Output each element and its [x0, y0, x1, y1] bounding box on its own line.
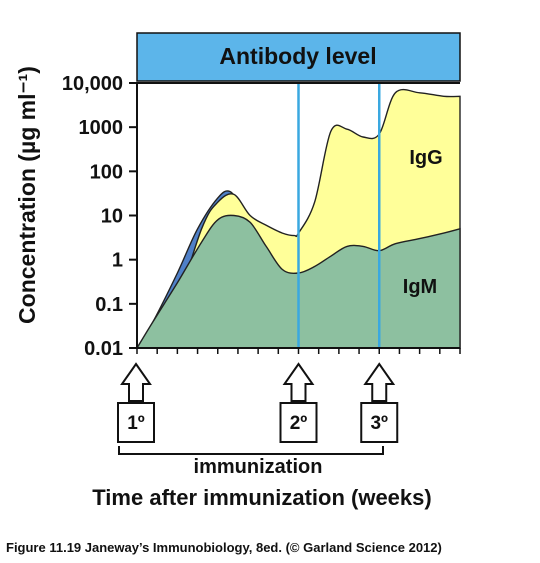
title-banner	[136, 32, 461, 82]
immunization-arrow-3	[363, 362, 396, 402]
y-axis-label: Concentration (µg ml⁻¹)	[14, 66, 40, 324]
immunization-box-label-2: 2º	[290, 413, 308, 434]
y-tick-label: 0.01	[84, 338, 123, 360]
immunization-box-label-3: 3º	[370, 413, 388, 434]
y-tick-label: 0.1	[95, 294, 123, 316]
immunization-label: immunization	[194, 456, 323, 478]
y-tick-label: 10,000	[62, 73, 123, 95]
igg-label: IgG	[409, 147, 442, 169]
igm-label: IgM	[403, 276, 437, 298]
immunization-box-label-1: 1º	[127, 413, 145, 434]
immunization-arrow-2	[282, 362, 315, 402]
immunization-bracket	[118, 446, 384, 455]
immunization-arrows: 1º 2º 3º	[117, 362, 399, 443]
x-ticks	[136, 348, 461, 354]
figure-caption: Figure 11.19 Janeway’s Immunobiology, 8e…	[6, 540, 442, 555]
y-tick-label: 10	[101, 206, 123, 228]
y-tick-label: 100	[90, 161, 123, 183]
y-tick-label: 1	[112, 250, 123, 272]
chart-title: Antibody level	[219, 43, 376, 69]
x-axis-label: Time after immunization (weeks)	[92, 485, 431, 510]
immunization-arrow-1	[120, 362, 152, 402]
immunization-box-3	[360, 402, 399, 443]
immunization-box-1	[117, 402, 155, 443]
immunization-box-2	[279, 402, 318, 443]
y-ticks: 0.01 0.1 1 10 100 1000 10,000	[62, 73, 137, 360]
y-tick-label: 1000	[79, 117, 124, 139]
immunization-lines	[297, 83, 381, 348]
